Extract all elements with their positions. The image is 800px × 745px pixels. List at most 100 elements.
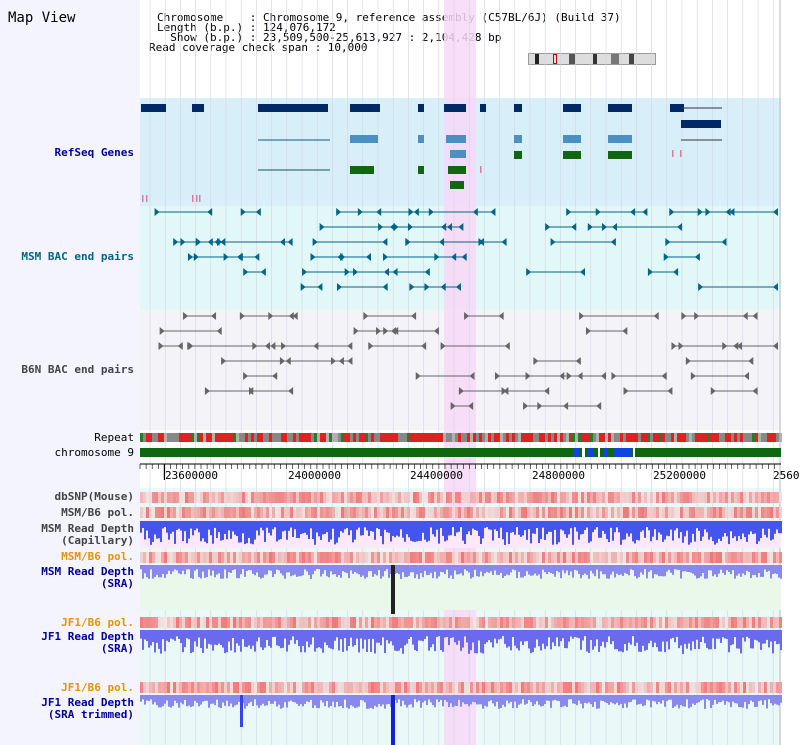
jf1-sra-depth bbox=[324, 630, 326, 643]
jf1-read-depth-sra-label[interactable]: JF1 Read Depth (SRA) bbox=[41, 630, 134, 655]
msm-b6-pol-stripe bbox=[716, 552, 719, 563]
msm-b6-pol-stripe bbox=[485, 552, 488, 563]
msm-capillary-depth bbox=[738, 521, 740, 536]
jf1-trimmed-depth bbox=[604, 695, 606, 703]
jf1-trimmed-depth bbox=[192, 695, 194, 707]
jf1-sra-depth bbox=[462, 630, 464, 648]
msm-sra-depth bbox=[538, 565, 540, 575]
jf1-trimmed-depth bbox=[542, 695, 544, 707]
refseq-gene bbox=[514, 104, 522, 112]
msm-b6-pol-stripe bbox=[578, 507, 581, 518]
jf1-sra-depth bbox=[292, 630, 294, 637]
refseq-genes-label[interactable]: RefSeq Genes bbox=[54, 146, 134, 159]
jf1-b6-pol-stripe bbox=[488, 617, 491, 628]
msm-read-depth-capillary-label[interactable]: MSM Read Depth (Capillary) bbox=[41, 522, 134, 547]
msm-sra-depth bbox=[248, 565, 250, 571]
b6n-bac-label[interactable]: B6N BAC end pairs bbox=[21, 363, 134, 376]
msm-capillary-depth bbox=[386, 521, 388, 533]
msm-b6-pol-stripe bbox=[674, 507, 677, 518]
repeat-segment bbox=[509, 433, 512, 442]
msm-capillary-depth bbox=[158, 521, 160, 539]
msm-sra-depth bbox=[522, 565, 524, 578]
jf1-trimmed-depth bbox=[728, 695, 730, 703]
jf1-b6-pol-stripe bbox=[638, 682, 641, 693]
jf1-sra-depth bbox=[278, 630, 280, 647]
dbsnp-stripe bbox=[761, 492, 764, 503]
msm-sra-depth bbox=[152, 565, 154, 579]
repeat-segment bbox=[149, 433, 152, 442]
jf1-b6-pol-stripe bbox=[317, 682, 320, 693]
msm-capillary-depth bbox=[688, 521, 690, 545]
jf1-sra-depth bbox=[512, 630, 514, 638]
jf1-sra-depth bbox=[740, 630, 742, 654]
jf1-b6-pol-stripe bbox=[404, 682, 407, 693]
msm-capillary-depth bbox=[692, 521, 694, 534]
msm-b6-pol-stripe bbox=[506, 507, 509, 518]
jf1-trimmed-depth bbox=[700, 695, 702, 701]
b6n-bac-pair bbox=[363, 312, 369, 320]
jf1-b6-pol-label-2[interactable]: JF1/B6 pol. bbox=[61, 681, 134, 694]
jf1-b6-pol-stripe bbox=[548, 682, 551, 693]
msm-capillary-depth bbox=[404, 521, 406, 542]
repeat-segment bbox=[245, 433, 248, 442]
jf1-read-depth-trimmed-label[interactable]: JF1 Read Depth (SRA trimmed) bbox=[41, 696, 134, 721]
msm-b6-pol-stripe bbox=[320, 552, 323, 563]
dbsnp-stripe bbox=[332, 492, 335, 503]
jf1-sra-depth bbox=[298, 630, 300, 647]
jf1-b6-pol-stripe bbox=[500, 682, 503, 693]
jf1-b6-pol-stripe bbox=[458, 617, 461, 628]
msm-capillary-depth bbox=[384, 521, 386, 530]
jf1-trimmed-depth bbox=[528, 695, 530, 701]
jf1-trimmed-depth bbox=[702, 695, 704, 700]
jf1-b6-pol-stripe bbox=[551, 617, 554, 628]
msm-sra-depth bbox=[448, 565, 450, 579]
jf1-b6-pol-stripe bbox=[692, 682, 695, 693]
dbsnp-stripe bbox=[539, 492, 542, 503]
msm-b6-pol-stripe bbox=[392, 507, 395, 518]
msm-sra-depth bbox=[642, 565, 644, 575]
msm-capillary-depth bbox=[172, 521, 174, 532]
msm-bac-label[interactable]: MSM BAC end pairs bbox=[21, 250, 134, 263]
jf1-trimmed-depth bbox=[620, 695, 622, 704]
repeat-segment bbox=[383, 433, 386, 442]
dbsnp-stripe bbox=[407, 492, 410, 503]
jf1-b6-pol-stripe bbox=[572, 682, 575, 693]
msm-capillary-depth bbox=[684, 521, 686, 537]
msm-b6-pol-stripe bbox=[617, 552, 620, 563]
jf1-trimmed-depth bbox=[228, 695, 230, 707]
msm-b6-pol-stripe bbox=[494, 507, 497, 518]
msm-b6-pol-stripe bbox=[365, 552, 368, 563]
jf1-b6-pol-stripe bbox=[695, 682, 698, 693]
msm-sra-depth bbox=[724, 565, 726, 575]
dbsnp-stripe bbox=[518, 492, 521, 503]
jf1-trimmed-depth bbox=[520, 695, 522, 704]
dbsnp-label[interactable]: dbSNP(Mouse) bbox=[54, 490, 134, 503]
msm-read-depth-sra-label[interactable]: MSM Read Depth (SRA) bbox=[41, 565, 134, 590]
jf1-sra-depth bbox=[224, 630, 226, 654]
repeat-segment bbox=[401, 433, 404, 442]
msm-b6-pol-label-1[interactable]: MSM/B6 pol. bbox=[61, 506, 134, 519]
msm-capillary-depth bbox=[304, 521, 306, 533]
msm-b6-pol-label-2[interactable]: MSM/B6 pol. bbox=[61, 550, 134, 563]
msm-capillary-depth bbox=[292, 521, 294, 537]
jf1-trimmed-depth bbox=[314, 695, 316, 706]
msm-sra-depth bbox=[770, 565, 772, 579]
msm-b6-pol-stripe bbox=[302, 552, 305, 563]
msm-sra-depth bbox=[606, 565, 608, 579]
msm-capillary-depth bbox=[140, 521, 142, 533]
jf1-b6-pol-stripe bbox=[230, 682, 233, 693]
jf1-sra-depth bbox=[538, 630, 540, 647]
jf1-b6-pol-stripe bbox=[743, 682, 746, 693]
jf1-b6-pol-stripe bbox=[614, 617, 617, 628]
dbsnp-stripe bbox=[404, 492, 407, 503]
msm-b6-pol-stripe bbox=[701, 507, 704, 518]
jf1-b6-pol-label-1[interactable]: JF1/B6 pol. bbox=[61, 616, 134, 629]
jf1-b6-pol-stripe bbox=[323, 682, 326, 693]
msm-sra-depth bbox=[672, 565, 674, 575]
msm-b6-pol-stripe bbox=[227, 552, 230, 563]
chromosome-ideogram[interactable] bbox=[528, 53, 656, 65]
msm-capillary-depth bbox=[286, 521, 288, 540]
msm-b6-pol-stripe bbox=[590, 507, 593, 518]
jf1-sra-depth bbox=[446, 630, 448, 637]
